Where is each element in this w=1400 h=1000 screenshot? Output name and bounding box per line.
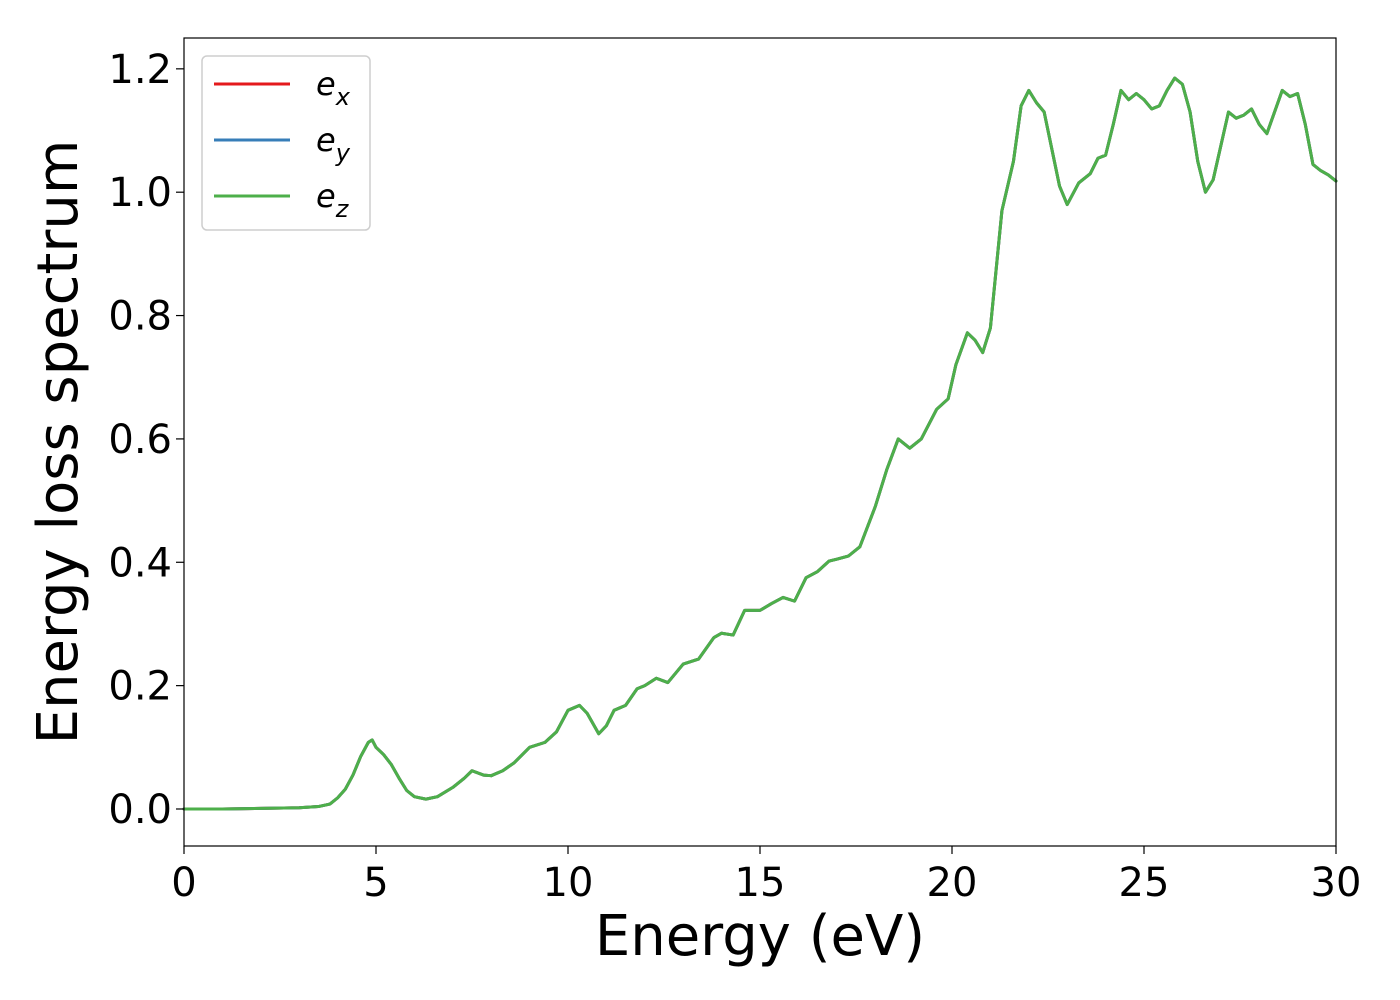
x-axis-label: Energy (eV) — [595, 904, 925, 969]
x-tick-label: 30 — [1311, 860, 1362, 906]
y-tick-label: 0.2 — [108, 664, 172, 710]
y-tick-label: 0.6 — [108, 417, 172, 463]
y-tick-label: 1.2 — [108, 47, 172, 93]
legend-label-base: e — [316, 121, 336, 159]
legend-box — [201, 55, 371, 231]
x-tick-label: 25 — [1119, 860, 1170, 906]
ticks-layer: 0 5 10 15 20 25 30 0.0 0.2 0.4 0.6 0.8 1.0 1.2 — [108, 47, 1361, 906]
series-line-e_z — [182, 76, 1338, 811]
legend-label-x: ex — [316, 65, 351, 111]
x-tick-label: 15 — [735, 860, 786, 906]
y-tick-label: 0.8 — [108, 294, 172, 340]
x-tick-label: 5 — [363, 860, 388, 906]
legend-label-base: e — [316, 177, 336, 215]
legend-label-subscript: y — [335, 139, 351, 167]
y-tick-label: 0.0 — [108, 787, 172, 833]
series-layer — [182, 76, 1338, 811]
x-tick-label: 10 — [543, 860, 594, 906]
legend-label-z: ez — [316, 177, 350, 223]
y-tick-label: 0.4 — [108, 540, 172, 586]
x-tick-label: 0 — [171, 860, 196, 906]
y-tick-label: 1.0 — [108, 170, 172, 216]
legend-label-base: e — [316, 65, 336, 103]
legend-label-y: ey — [316, 121, 351, 167]
legend-label-subscript: x — [335, 83, 351, 111]
legend-label-subscript: z — [335, 195, 350, 223]
y-axis-label: Energy loss spectrum — [26, 140, 91, 745]
x-tick-label: 20 — [927, 860, 978, 906]
